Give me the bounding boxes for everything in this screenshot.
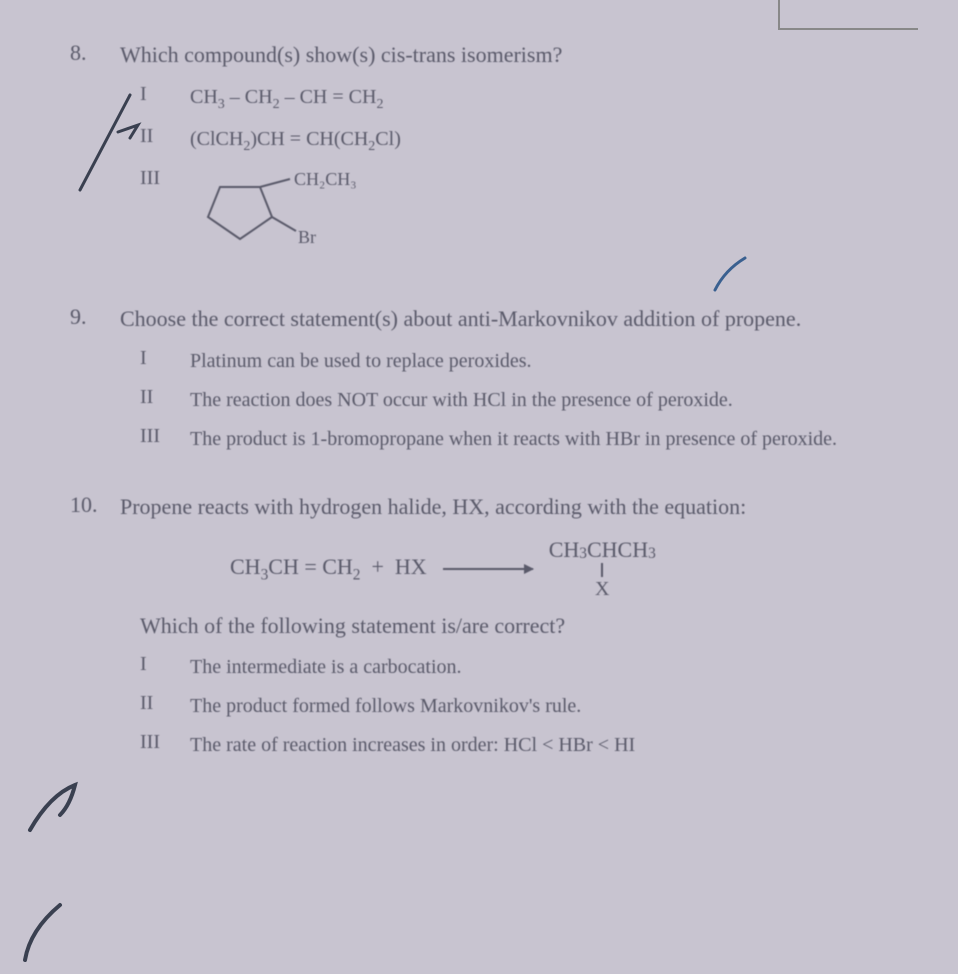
q8-opt-ii-text: (ClCH2)CH = CH(CH2Cl)	[190, 125, 908, 157]
question-9: 9. Choose the correct statement(s) about…	[70, 304, 908, 454]
pen-mark-bottom	[10, 900, 80, 970]
pen-mark-q10	[20, 775, 90, 855]
q10-opt-ii-text: The product formed follows Markovnikov's…	[190, 692, 908, 721]
question-8: 8. Which compound(s) show(s) cis-trans i…	[70, 40, 908, 266]
question-10: 10. Propene reacts with hydrogen halide,…	[70, 492, 908, 760]
q8-text: Which compound(s) show(s) cis-trans isom…	[120, 40, 908, 71]
q9-opt-i-text: Platinum can be used to replace peroxide…	[190, 347, 908, 376]
q10-subtext: Which of the following statement is/are …	[140, 613, 908, 639]
q10-opt-iii-text: The rate of reaction increases in order:…	[190, 731, 908, 760]
svg-text:CH₂CH₃: CH₂CH₃	[294, 169, 357, 189]
q9-number: 9.	[70, 304, 120, 330]
q9-opt-iii-label: III	[140, 425, 190, 448]
q9-opt-i-label: I	[140, 347, 190, 370]
q8-number: 8.	[70, 40, 120, 66]
q10-opt-iii-label: III	[140, 731, 190, 754]
q10-reactant: CH3CH = CH2 + HX	[230, 554, 427, 584]
q10-product: CH3CHCH3 X	[549, 539, 656, 599]
q10-number: 10.	[70, 492, 120, 518]
arrow-icon	[443, 568, 533, 570]
svg-text:Br: Br	[298, 227, 316, 247]
q10-text: Propene reacts with hydrogen halide, HX,…	[120, 492, 908, 523]
q8-opt-i-text: CH3 – CH2 – CH = CH2	[190, 83, 908, 115]
q9-opt-iii-text: The product is 1-bromopropane when it re…	[190, 425, 908, 454]
pen-mark-q8	[70, 90, 150, 210]
q10-equation: CH3CH = CH2 + HX CH3CHCH3 X	[230, 539, 908, 599]
q9-opt-ii-label: II	[140, 386, 190, 409]
q8-opt-iii-struct: CH₂CH₃ Br	[190, 167, 908, 266]
q10-opt-ii-label: II	[140, 692, 190, 715]
q10-opt-i-text: The intermediate is a carbocation.	[190, 653, 908, 682]
pen-tick-mark	[710, 250, 760, 300]
q9-text: Choose the correct statement(s) about an…	[120, 304, 908, 335]
q9-opt-ii-text: The reaction does NOT occur with HCl in …	[190, 386, 908, 415]
q10-opt-i-label: I	[140, 653, 190, 676]
cyclopentane-structure: CH₂CH₃ Br	[190, 167, 370, 257]
